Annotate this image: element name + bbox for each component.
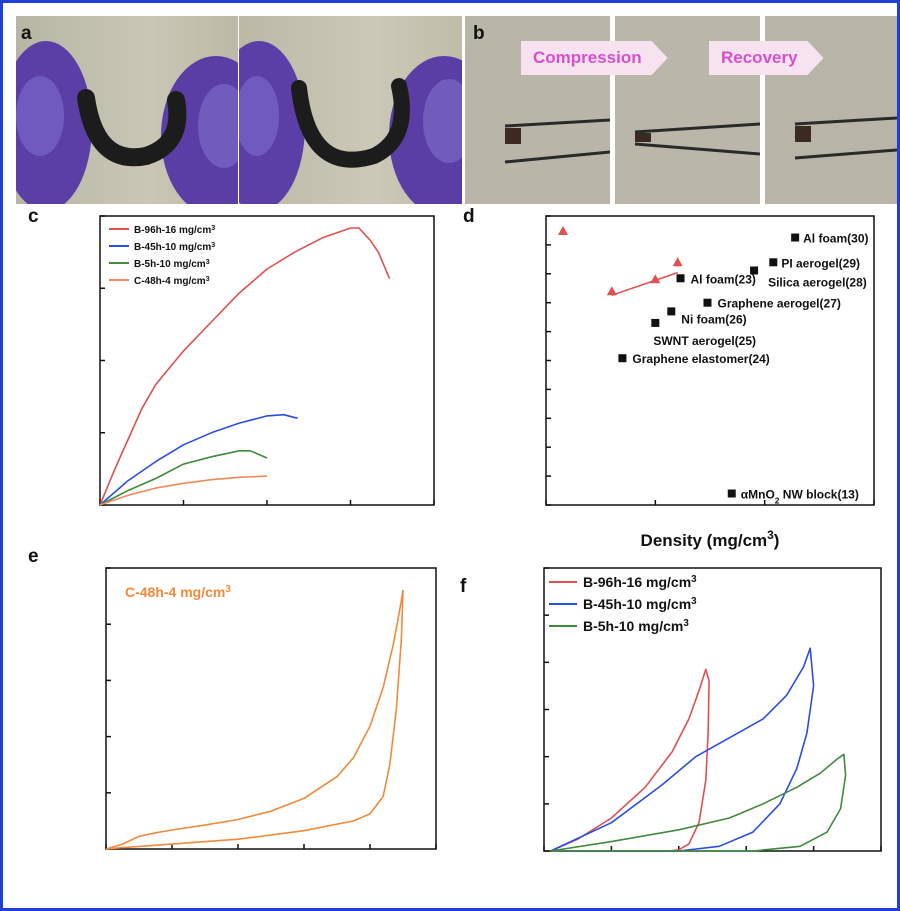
compression-arrow-label: Compression [521, 41, 668, 75]
reference-point-7 [618, 354, 627, 363]
reference-label-4: Graphene aerogel(27) [717, 297, 840, 311]
series-line-1 [99, 413, 298, 506]
photo-a-left-art [16, 41, 238, 204]
reference-point-6 [651, 318, 660, 327]
x-axis-title: Density (mg/cm3) [641, 528, 780, 550]
reference-label-0: Al foam(30) [803, 232, 868, 246]
legend-label-2: B-5h-10 mg/cm3 [134, 259, 210, 271]
panel-label-e: e [28, 546, 39, 567]
photo-a-right [239, 16, 462, 204]
panel-label-c: c [28, 206, 39, 227]
series-line-0 [105, 589, 404, 850]
series-line-1 [550, 647, 815, 852]
reference-point-1 [769, 258, 778, 267]
legend-label-0: B-96h-16 mg/cm3 [583, 574, 697, 591]
panel-label-f: f [460, 576, 467, 597]
photo-b-1-art [504, 118, 610, 164]
photo-b-2-art [634, 122, 760, 156]
reference-label-3: Al foam(23) [691, 272, 756, 286]
legend-label-0: B-96h-16 mg/cm3 [134, 225, 215, 237]
reference-label-7: Graphene elastomer(24) [632, 352, 769, 366]
chart-compression-f: B-96h-16 mg/cm3 B-45h-10 mg/cm3 B-5h-10 mg… [543, 567, 882, 852]
annotation-label: C-48h-4 mg/cm3 [125, 584, 231, 601]
legend-label-1: B-45h-10 mg/cm3 [134, 242, 215, 254]
series-line-3 [99, 475, 268, 506]
recovery-arrow-label: Recovery [709, 41, 824, 75]
series-line-2 [99, 450, 268, 506]
fit-line [611, 271, 678, 297]
series-line-0 [99, 227, 391, 506]
current-work-point-0 [606, 286, 617, 296]
current-work-point-1 [650, 274, 661, 284]
panel-label-d: d [463, 206, 475, 227]
series-line-2 [550, 753, 847, 852]
photo-a-right-art [239, 41, 462, 204]
reference-point-0 [791, 233, 800, 242]
reference-label-8: αMnO2 NW block(13) [741, 487, 859, 505]
photo-b-3-art [794, 116, 897, 160]
reference-label-1: PI aerogel(29) [781, 256, 860, 270]
legend-marker [558, 226, 568, 235]
reference-label-5: Ni foam(26) [681, 312, 746, 326]
current-work-point-2 [672, 257, 683, 267]
chart-compression-e: C-48h-4 mg/cm3 [105, 567, 437, 850]
series-line-0 [550, 668, 710, 852]
reference-label-6: SWNT aerogel(25) [653, 334, 756, 348]
photo-a-left [16, 16, 238, 204]
reference-point-5 [667, 307, 676, 316]
chart-modulus-density: Density (mg/cm3) Al foam(30) PI aerogel(29… [545, 215, 875, 550]
reference-point-3 [676, 274, 685, 283]
reference-label-2: Silica aerogel(28) [768, 276, 867, 290]
legend-label-2: B-5h-10 mg/cm3 [583, 618, 689, 635]
reference-point-2 [750, 266, 759, 275]
legend-label-3: C-48h-4 mg/cm3 [134, 276, 210, 288]
chart-tensile: B-96h-16 mg/cm3 B-45h-10 mg/cm3 B-5h-10 mg… [99, 215, 435, 506]
panel-label-b: b [473, 23, 485, 44]
legend-label-1: B-45h-10 mg/cm3 [583, 596, 697, 613]
panel-label-a: a [21, 23, 32, 44]
plot-frame [105, 567, 437, 850]
reference-point-4 [703, 298, 712, 307]
reference-point-8 [727, 489, 736, 498]
